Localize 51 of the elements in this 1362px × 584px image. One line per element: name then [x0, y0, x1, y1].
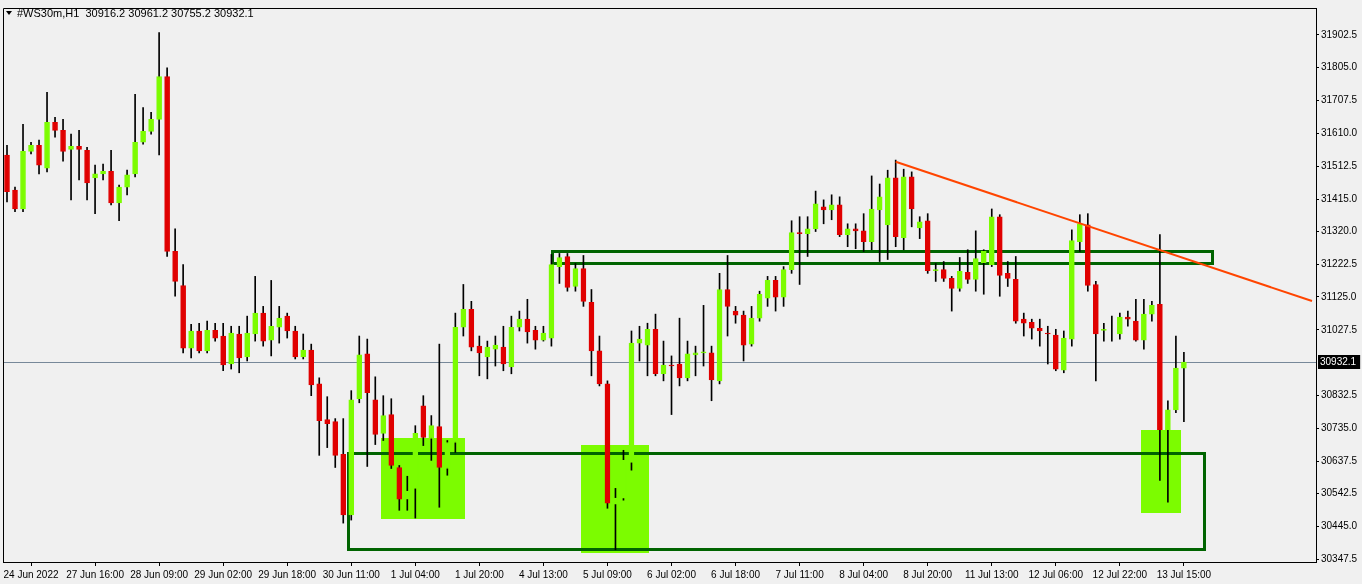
x-tick-label: 6 Jul 02:00 — [647, 568, 697, 580]
candlestick — [1125, 310, 1131, 327]
y-tick-label: 30445.0 — [1321, 519, 1358, 531]
candlestick — [404, 475, 411, 511]
y-tick-label: 30347.5 — [1321, 552, 1358, 564]
y-tick-label: 31902.5 — [1321, 28, 1358, 40]
ref-line-label: 30932.1 — [1320, 355, 1357, 367]
y-tick-label: 31415.0 — [1321, 192, 1358, 204]
x-tick-label: 29 Jun 18:00 — [258, 568, 317, 580]
x-tick-label: 11 Jul 13:00 — [964, 568, 1020, 580]
y-tick-label: 31222.5 — [1321, 257, 1358, 269]
candlestick — [1020, 312, 1027, 337]
x-tick-label: 28 Jun 09:00 — [130, 568, 189, 580]
x-tick-label: 12 Jul 22:00 — [1092, 568, 1148, 580]
y-tick-label: 30832.5 — [1321, 389, 1358, 401]
x-tick-label: 1 Jul 04:00 — [390, 568, 441, 580]
candlestick — [1101, 322, 1107, 342]
x-tick-label: 5 Jul 09:00 — [582, 568, 633, 580]
x-tick-label: 29 Jun 02:00 — [194, 568, 253, 580]
x-tick-label: 7 Jul 11:00 — [775, 568, 825, 580]
x-tick-label: 12 Jul 06:00 — [1028, 568, 1084, 580]
y-tick-label: 30637.5 — [1321, 455, 1358, 466]
x-tick-label: 1 Jul 20:00 — [454, 568, 505, 580]
y-tick-label: 31805.0 — [1321, 61, 1358, 73]
candlestick — [268, 280, 275, 357]
y-tick-label: 31125.0 — [1321, 290, 1357, 302]
candlestick — [964, 249, 971, 284]
candlestick — [1165, 400, 1171, 503]
candlestick — [76, 130, 82, 181]
y-tick-label: 31027.5 — [1321, 323, 1358, 335]
candlestick — [980, 249, 987, 295]
candlestick — [1044, 325, 1051, 365]
y-tick-label: 31512.5 — [1321, 160, 1358, 172]
x-tick-label: 24 Jun 2022 — [3, 568, 59, 580]
y-tick-label: 31320.0 — [1321, 224, 1358, 236]
x-tick-label: 8 Jul 20:00 — [903, 568, 953, 580]
y-tick-label: 30735.0 — [1321, 422, 1358, 434]
candlestick — [1004, 261, 1011, 287]
x-tick-label: 27 Jun 16:00 — [66, 568, 125, 580]
y-tick-label: 31610.0 — [1321, 127, 1358, 139]
candlestick — [68, 133, 74, 201]
x-tick-label: 8 Jul 04:00 — [839, 568, 889, 580]
chart-title: #WS30m,H1 30916.2 30961.2 30755.2 30932.1 — [17, 7, 254, 19]
x-tick-label: 13 Jul 15:00 — [1156, 568, 1212, 580]
y-tick-label: 30542.5 — [1321, 487, 1358, 499]
candlestick — [324, 396, 331, 448]
candlestick — [1181, 351, 1187, 422]
x-tick-label: 4 Jul 13:00 — [518, 568, 569, 580]
x-tick-label: 30 Jun 11:00 — [322, 568, 381, 580]
x-tick-label: 6 Jul 18:00 — [711, 568, 761, 580]
y-tick-label: 31707.5 — [1321, 94, 1358, 106]
